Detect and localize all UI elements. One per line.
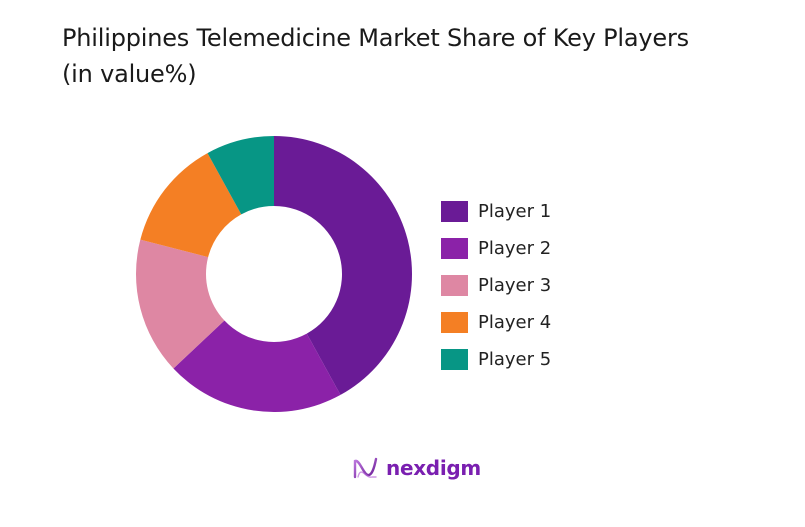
chart-legend: Player 1 Player 2 Player 3 Player 4 Play… [441,193,551,378]
legend-item-player-2: Player 2 [441,230,551,267]
donut-chart [136,136,413,412]
legend-item-player-3: Player 3 [441,267,551,304]
donut-slice-player-1 [274,136,413,395]
legend-label: Player 5 [478,349,552,370]
legend-label: Player 1 [478,201,552,222]
donut-slice-player-2 [173,320,341,412]
legend-swatch [441,312,468,333]
nexdigm-logo: nexdigm [352,455,481,481]
legend-item-player-1: Player 1 [441,193,551,230]
chart-title-line1: Philippines Telemedicine Market Share of… [62,24,689,52]
chart-title-line2: (in value%) [62,60,197,88]
legend-label: Player 3 [478,275,552,296]
logo-text: nexdigm [386,456,481,480]
donut-slice-player-4 [140,153,242,258]
legend-swatch [441,275,468,296]
nexdigm-wave-icon [353,457,378,479]
legend-label: Player 4 [478,312,552,333]
donut-slice-player-3 [136,239,225,369]
donut-slice-player-5 [207,136,274,215]
legend-item-player-4: Player 4 [441,304,551,341]
legend-swatch [441,349,468,370]
chart-title: Philippines Telemedicine Market Share of… [62,20,689,92]
legend-label: Player 2 [478,238,552,259]
legend-swatch [441,201,468,222]
legend-item-player-5: Player 5 [441,341,551,378]
legend-swatch [441,238,468,259]
